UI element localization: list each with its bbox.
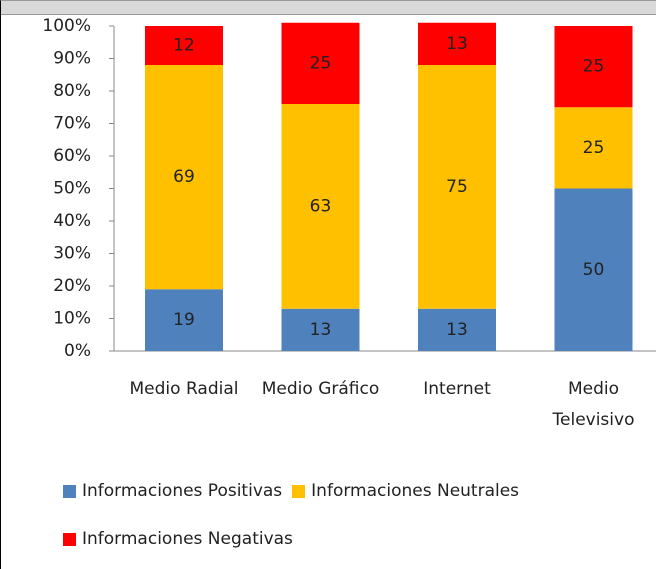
- y-tick-label: 40%: [53, 211, 91, 231]
- bar-segment: [281, 22, 360, 104]
- bar-segment: [145, 65, 223, 290]
- x-tick-label: Medio Gráfico: [261, 379, 380, 399]
- bar-segment: [554, 107, 633, 189]
- x-tick-label: Medio Televisivo: [552, 379, 635, 430]
- legend-item: Informaciones Negativas: [63, 525, 293, 553]
- y-tick-label: 20%: [53, 276, 91, 296]
- legend-swatch: [292, 484, 306, 498]
- data-label: 69: [173, 167, 195, 187]
- bar-segment: [554, 26, 633, 108]
- legend-label: Informaciones Positivas: [82, 481, 283, 501]
- x-tick-label: Medio Radial: [129, 379, 239, 399]
- y-tick-label: 70%: [53, 114, 91, 134]
- data-label: 63: [310, 196, 332, 216]
- data-label: 50: [583, 260, 605, 280]
- data-label: 19: [173, 310, 195, 330]
- legend: Informaciones Positivas Informaciones Neu…: [63, 477, 653, 553]
- bar-segment: [418, 308, 496, 351]
- bar-segment: [281, 308, 360, 351]
- legend-swatch: [63, 484, 76, 498]
- data-label: 75: [446, 177, 468, 197]
- legend-label: Informaciones Negativas: [82, 529, 293, 549]
- header-strip: [1, 1, 656, 15]
- x-tick-label: Internet: [423, 379, 491, 399]
- legend-item: Informaciones Positivas: [63, 477, 282, 505]
- y-tick-label: 50%: [53, 179, 91, 199]
- bar-segment: [145, 289, 223, 351]
- data-label: 13: [446, 34, 468, 54]
- bar-segment: [418, 22, 496, 65]
- legend-item: Informaciones Neutrales: [292, 477, 519, 505]
- bar-segment: [145, 26, 223, 65]
- data-label: 25: [583, 57, 605, 77]
- y-tick-label: 0%: [64, 341, 91, 361]
- data-label: 25: [310, 53, 332, 73]
- bar-segment: [281, 104, 360, 309]
- y-tick-label: 60%: [53, 146, 91, 166]
- legend-swatch: [63, 532, 76, 546]
- bar-segment: [554, 188, 633, 351]
- y-tick-label: 30%: [53, 244, 91, 264]
- y-tick-label: 90%: [53, 49, 91, 69]
- data-label: 25: [583, 138, 605, 158]
- bar-segment: [418, 65, 496, 309]
- data-label: 13: [446, 320, 468, 340]
- data-label: 12: [173, 36, 195, 56]
- data-label: 13: [310, 320, 332, 340]
- y-tick-label: 80%: [53, 81, 91, 101]
- y-tick-label: 10%: [53, 309, 91, 329]
- legend-label: Informaciones Neutrales: [311, 481, 520, 501]
- y-tick-label: 100%: [42, 16, 91, 36]
